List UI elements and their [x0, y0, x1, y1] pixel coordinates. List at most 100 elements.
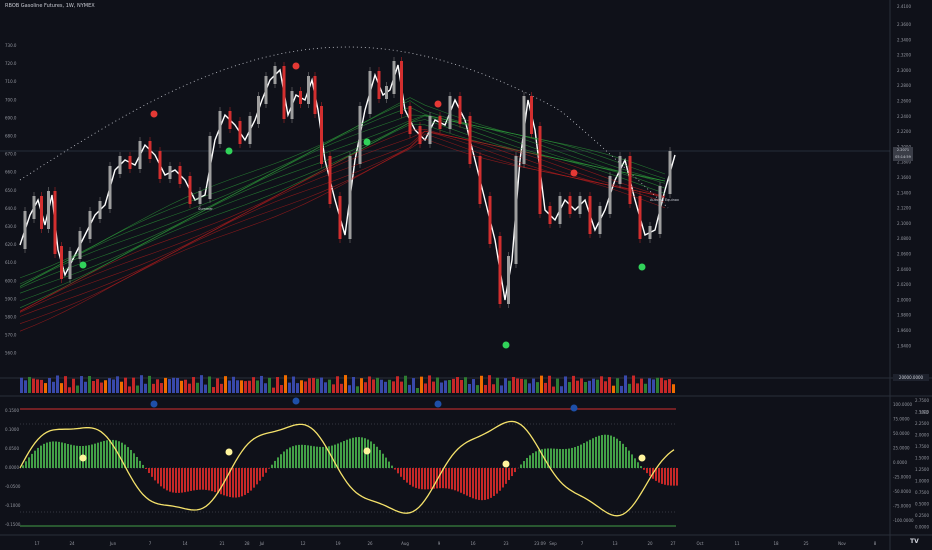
- candle-body: [248, 116, 252, 144]
- osc-histogram-bar: [427, 468, 429, 490]
- osc-histogram-bar: [412, 468, 414, 487]
- ribbon-line: [19, 114, 666, 287]
- osc-histogram-bar: [565, 448, 567, 468]
- osc-histogram-bar: [421, 468, 423, 490]
- volume-bar: [152, 383, 155, 393]
- volume-bar: [44, 383, 47, 393]
- candle-body: [578, 196, 582, 214]
- osc-histogram-bar: [283, 451, 285, 468]
- osc-histogram-bar: [499, 468, 501, 491]
- osc-histogram-bar: [172, 468, 174, 493]
- osc-histogram-bar: [259, 468, 261, 481]
- time-axis-label: 21: [219, 541, 225, 546]
- buy-signal-marker: [363, 138, 371, 146]
- osc-histogram-bar: [559, 448, 561, 468]
- osc-histogram-bar: [43, 443, 45, 468]
- osc-histogram-bar: [451, 468, 453, 490]
- osc-histogram-bar: [478, 468, 480, 500]
- volume-bar: [264, 383, 267, 393]
- volume-bar: [596, 379, 599, 393]
- osc-histogram-bar: [148, 468, 150, 474]
- osc-histogram-bar: [634, 458, 636, 468]
- osc-right-label: -75.0000: [893, 504, 911, 509]
- osc-histogram-bar: [328, 446, 330, 468]
- osc-histogram-bar: [658, 468, 660, 483]
- osc-top-marker: [150, 400, 158, 408]
- osc-left-label: 0.0500: [5, 446, 19, 451]
- time-axis-label: Oct: [697, 541, 704, 546]
- osc-histogram-bar: [181, 468, 183, 493]
- volume-bar: [256, 380, 259, 393]
- osc-histogram-bar: [418, 468, 420, 489]
- candle-body: [530, 96, 533, 134]
- osc-histogram-bar: [430, 468, 432, 490]
- candle-body: [188, 176, 192, 204]
- time-axis-label: 16: [470, 541, 476, 546]
- volume-bar: [72, 378, 75, 393]
- volume-bar: [432, 381, 435, 393]
- osc-top-marker: [570, 404, 578, 412]
- osc-histogram-bar: [448, 468, 450, 489]
- volume-bar: [480, 375, 483, 393]
- osc-right-label: -25.0000: [893, 475, 911, 480]
- volume-bar: [356, 386, 359, 393]
- time-axis-label: 20: [647, 541, 653, 546]
- osc-top-marker: [292, 397, 300, 405]
- osc-histogram-bar: [466, 468, 468, 496]
- volume-bar: [468, 383, 471, 393]
- osc-histogram-bar: [295, 445, 297, 468]
- osc-histogram-bar: [97, 442, 99, 468]
- osc-histogram-bar: [199, 468, 201, 490]
- osc-signal-marker: [225, 448, 233, 456]
- left-axis-label: 560.0: [5, 351, 17, 356]
- osc-histogram-bar: [127, 447, 129, 468]
- tradingview-logo-icon[interactable]: TV: [910, 538, 919, 545]
- osc-histogram-bar: [142, 464, 144, 468]
- volume-bar: [396, 376, 399, 393]
- osc-histogram-bar: [76, 445, 78, 468]
- osc-histogram-bar: [586, 441, 588, 468]
- candle-body: [328, 156, 332, 204]
- ribbon-line: [19, 124, 666, 309]
- candle-body: [47, 191, 50, 229]
- volume-bar: [20, 377, 23, 393]
- volume-bar: [108, 378, 111, 393]
- candle-body: [118, 156, 122, 174]
- candle-body: [478, 156, 482, 204]
- osc-histogram-bar: [37, 447, 39, 468]
- osc-histogram-bar: [91, 444, 93, 468]
- osc-histogram-bar: [334, 444, 336, 468]
- volume-bar: [120, 381, 123, 393]
- volume-bar: [76, 385, 79, 393]
- volume-bar: [556, 378, 559, 393]
- candle-body: [418, 126, 422, 144]
- osc-histogram-bar: [193, 468, 195, 491]
- left-axis-label: 640.0: [5, 206, 17, 211]
- time-axis-label: 27: [670, 541, 676, 546]
- volume-bar: [88, 376, 91, 393]
- osc-histogram-bar: [610, 435, 612, 468]
- volume-bar: [412, 378, 415, 393]
- volume-bar: [644, 383, 647, 393]
- volume-bar: [312, 377, 315, 393]
- osc-right2-label: 2.7500: [915, 398, 929, 403]
- osc-histogram-bar: [496, 468, 498, 494]
- osc-histogram-bar: [508, 468, 510, 481]
- sell-signal-marker: [292, 62, 300, 70]
- osc-histogram-bar: [616, 438, 618, 468]
- volume-bar: [204, 384, 207, 393]
- left-axis-label: 710.0: [5, 79, 17, 84]
- right-axis-label: 2.3600: [897, 22, 911, 27]
- osc-left-label: 0.0000: [5, 465, 19, 470]
- volume-bar: [436, 377, 439, 393]
- volume-bar: [80, 376, 83, 393]
- volume-bar: [36, 379, 39, 393]
- right-axis-label: 2.0400: [897, 267, 911, 272]
- osc-histogram-bar: [109, 439, 111, 468]
- candle-body: [608, 176, 612, 214]
- volume-bar: [132, 377, 135, 393]
- osc-right-label: 75.0000: [893, 417, 910, 422]
- volume-bar: [368, 376, 371, 393]
- osc-histogram-bar: [460, 468, 462, 493]
